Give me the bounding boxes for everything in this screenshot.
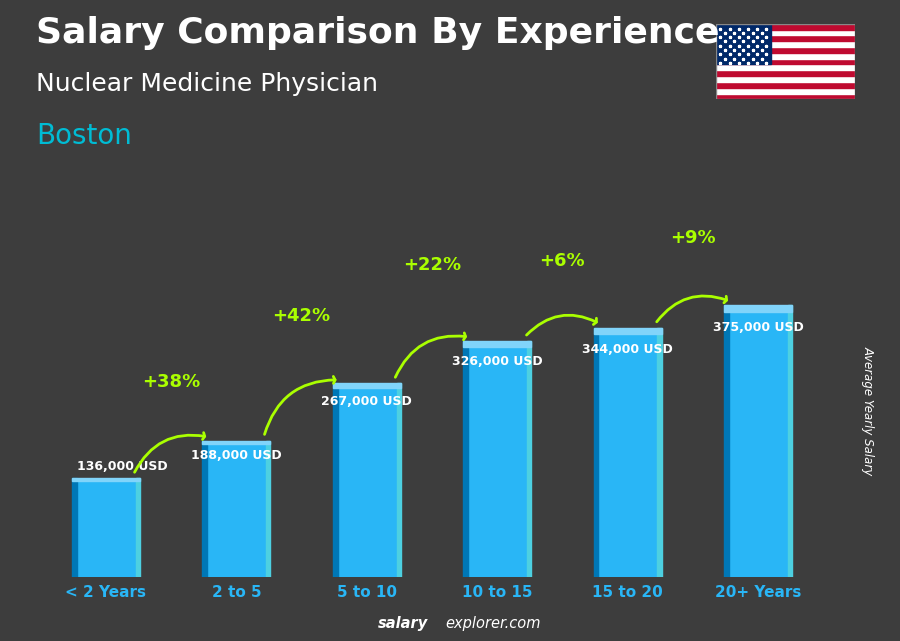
Text: Average Yearly Salary: Average Yearly Salary xyxy=(862,345,875,475)
Bar xyxy=(724,305,792,312)
Text: 375,000 USD: 375,000 USD xyxy=(713,322,804,335)
Text: salary: salary xyxy=(378,617,428,631)
Bar xyxy=(333,383,400,577)
Bar xyxy=(527,340,531,577)
Bar xyxy=(716,24,771,65)
Bar xyxy=(464,340,468,577)
Bar xyxy=(266,440,270,577)
Bar xyxy=(72,478,76,577)
Text: 267,000 USD: 267,000 USD xyxy=(321,395,412,408)
Bar xyxy=(72,478,140,481)
Bar xyxy=(716,35,855,41)
Text: 344,000 USD: 344,000 USD xyxy=(582,342,673,356)
Bar xyxy=(716,24,855,29)
Bar xyxy=(464,340,531,347)
Text: +42%: +42% xyxy=(273,308,330,326)
Bar xyxy=(716,82,855,88)
Bar xyxy=(202,440,270,444)
Bar xyxy=(716,65,855,71)
Text: Boston: Boston xyxy=(36,122,132,150)
Bar xyxy=(716,94,855,99)
Bar xyxy=(594,328,662,334)
Bar xyxy=(716,88,855,94)
Bar xyxy=(716,53,855,58)
Bar xyxy=(658,328,662,577)
Bar xyxy=(333,383,400,388)
Bar xyxy=(716,47,855,53)
Bar xyxy=(72,478,140,577)
Text: 326,000 USD: 326,000 USD xyxy=(452,355,543,368)
Bar xyxy=(716,71,855,76)
Text: Nuclear Medicine Physician: Nuclear Medicine Physician xyxy=(36,72,378,96)
Text: +6%: +6% xyxy=(540,252,585,270)
Bar xyxy=(464,340,531,577)
Bar xyxy=(333,383,338,577)
Bar xyxy=(202,440,270,577)
Bar xyxy=(716,41,855,47)
Bar xyxy=(716,76,855,82)
Text: 188,000 USD: 188,000 USD xyxy=(191,449,282,462)
Bar xyxy=(202,440,207,577)
Text: 136,000 USD: 136,000 USD xyxy=(77,460,167,472)
Bar xyxy=(724,305,792,577)
Bar xyxy=(724,305,729,577)
Bar xyxy=(788,305,792,577)
Bar xyxy=(136,478,140,577)
Text: explorer.com: explorer.com xyxy=(446,617,541,631)
Bar xyxy=(594,328,662,577)
Text: +9%: +9% xyxy=(670,229,716,247)
Bar xyxy=(716,29,855,35)
Text: +38%: +38% xyxy=(142,374,201,392)
Bar xyxy=(716,58,855,65)
Bar xyxy=(594,328,598,577)
Text: Salary Comparison By Experience: Salary Comparison By Experience xyxy=(36,16,719,50)
Text: +22%: +22% xyxy=(403,256,461,274)
Bar xyxy=(397,383,400,577)
